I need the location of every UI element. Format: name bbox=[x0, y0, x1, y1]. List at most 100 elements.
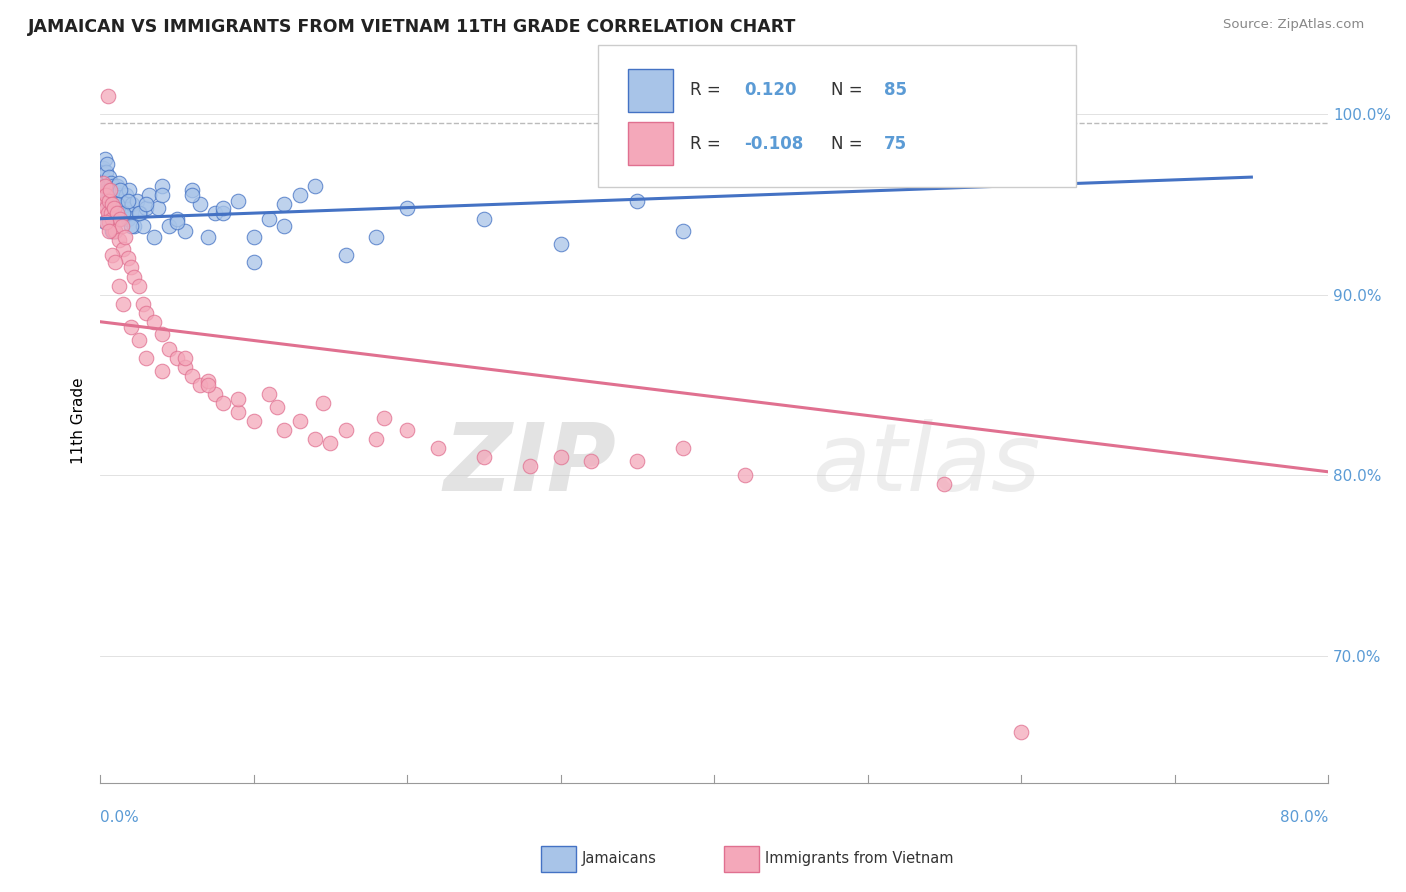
Point bbox=[115, 188, 138, 202]
Point bbox=[98, 197, 121, 211]
Point bbox=[104, 255, 127, 269]
Point bbox=[626, 194, 648, 208]
Text: 80.0%: 80.0% bbox=[1279, 810, 1329, 825]
Point bbox=[128, 333, 150, 347]
Point bbox=[91, 170, 114, 185]
Point bbox=[672, 442, 695, 456]
Point bbox=[135, 306, 157, 320]
Text: Source: ZipAtlas.com: Source: ZipAtlas.com bbox=[1223, 18, 1364, 31]
Point bbox=[366, 229, 388, 244]
Point bbox=[273, 197, 295, 211]
Point bbox=[120, 219, 142, 233]
Point bbox=[93, 152, 115, 166]
Point bbox=[105, 188, 128, 202]
Point bbox=[104, 224, 127, 238]
Point bbox=[100, 197, 122, 211]
Point bbox=[157, 342, 180, 356]
Point bbox=[173, 351, 195, 365]
Point bbox=[135, 197, 157, 211]
Point bbox=[100, 197, 122, 211]
Text: 75: 75 bbox=[884, 135, 907, 153]
Point bbox=[472, 211, 495, 226]
Point bbox=[181, 188, 204, 202]
Point bbox=[335, 248, 357, 262]
Point bbox=[101, 248, 124, 262]
Point bbox=[335, 423, 357, 437]
Point bbox=[197, 375, 219, 389]
Point bbox=[93, 197, 115, 211]
Point bbox=[105, 179, 128, 194]
Text: R =: R = bbox=[690, 135, 727, 153]
Point bbox=[204, 206, 226, 220]
Point bbox=[97, 183, 120, 197]
Point bbox=[934, 477, 956, 491]
Point bbox=[100, 183, 122, 197]
Point bbox=[122, 219, 145, 233]
Point bbox=[107, 233, 129, 247]
Point bbox=[257, 211, 280, 226]
Point bbox=[150, 188, 173, 202]
Point bbox=[135, 201, 157, 215]
Point bbox=[117, 211, 139, 226]
Point bbox=[94, 188, 117, 202]
Point bbox=[98, 206, 121, 220]
Point bbox=[112, 296, 135, 310]
Point bbox=[96, 164, 118, 178]
Point bbox=[122, 269, 145, 284]
Point bbox=[142, 315, 165, 329]
Text: 0.120: 0.120 bbox=[744, 81, 796, 99]
Point bbox=[150, 327, 173, 342]
Point bbox=[319, 435, 342, 450]
Point bbox=[103, 201, 125, 215]
Point bbox=[166, 351, 188, 365]
Point bbox=[373, 410, 395, 425]
Point bbox=[472, 450, 495, 465]
Point bbox=[242, 229, 264, 244]
Point bbox=[396, 201, 419, 215]
Point bbox=[108, 211, 131, 226]
Point bbox=[212, 201, 235, 215]
Point bbox=[105, 197, 128, 211]
Point bbox=[98, 224, 121, 238]
Point bbox=[93, 179, 115, 194]
Point bbox=[120, 206, 142, 220]
Point bbox=[138, 188, 160, 202]
Point bbox=[107, 211, 129, 226]
Point bbox=[226, 392, 249, 407]
Text: Immigrants from Vietnam: Immigrants from Vietnam bbox=[765, 852, 953, 866]
Point bbox=[97, 194, 120, 208]
Point bbox=[120, 320, 142, 334]
Point bbox=[103, 201, 125, 215]
Point bbox=[101, 224, 124, 238]
Point bbox=[288, 414, 311, 428]
Point bbox=[197, 229, 219, 244]
Point bbox=[104, 206, 127, 220]
Point bbox=[107, 188, 129, 202]
Point bbox=[188, 378, 211, 392]
Point bbox=[103, 194, 125, 208]
Point bbox=[780, 164, 803, 178]
Point bbox=[181, 183, 204, 197]
Point bbox=[519, 459, 541, 474]
Text: 85: 85 bbox=[884, 81, 907, 99]
Point bbox=[112, 243, 135, 257]
Point bbox=[166, 215, 188, 229]
Point bbox=[626, 454, 648, 468]
Point bbox=[98, 183, 121, 197]
Point bbox=[173, 359, 195, 374]
Point bbox=[672, 224, 695, 238]
Point bbox=[128, 278, 150, 293]
Point bbox=[135, 351, 157, 365]
Point bbox=[93, 179, 115, 194]
Point bbox=[108, 197, 131, 211]
Point bbox=[98, 215, 121, 229]
Point bbox=[132, 296, 155, 310]
Point bbox=[100, 176, 122, 190]
Point bbox=[273, 423, 295, 437]
Point bbox=[117, 252, 139, 266]
Point bbox=[101, 179, 124, 194]
Text: -0.108: -0.108 bbox=[744, 135, 803, 153]
Point bbox=[288, 188, 311, 202]
Point bbox=[91, 161, 114, 175]
Point bbox=[101, 224, 124, 238]
